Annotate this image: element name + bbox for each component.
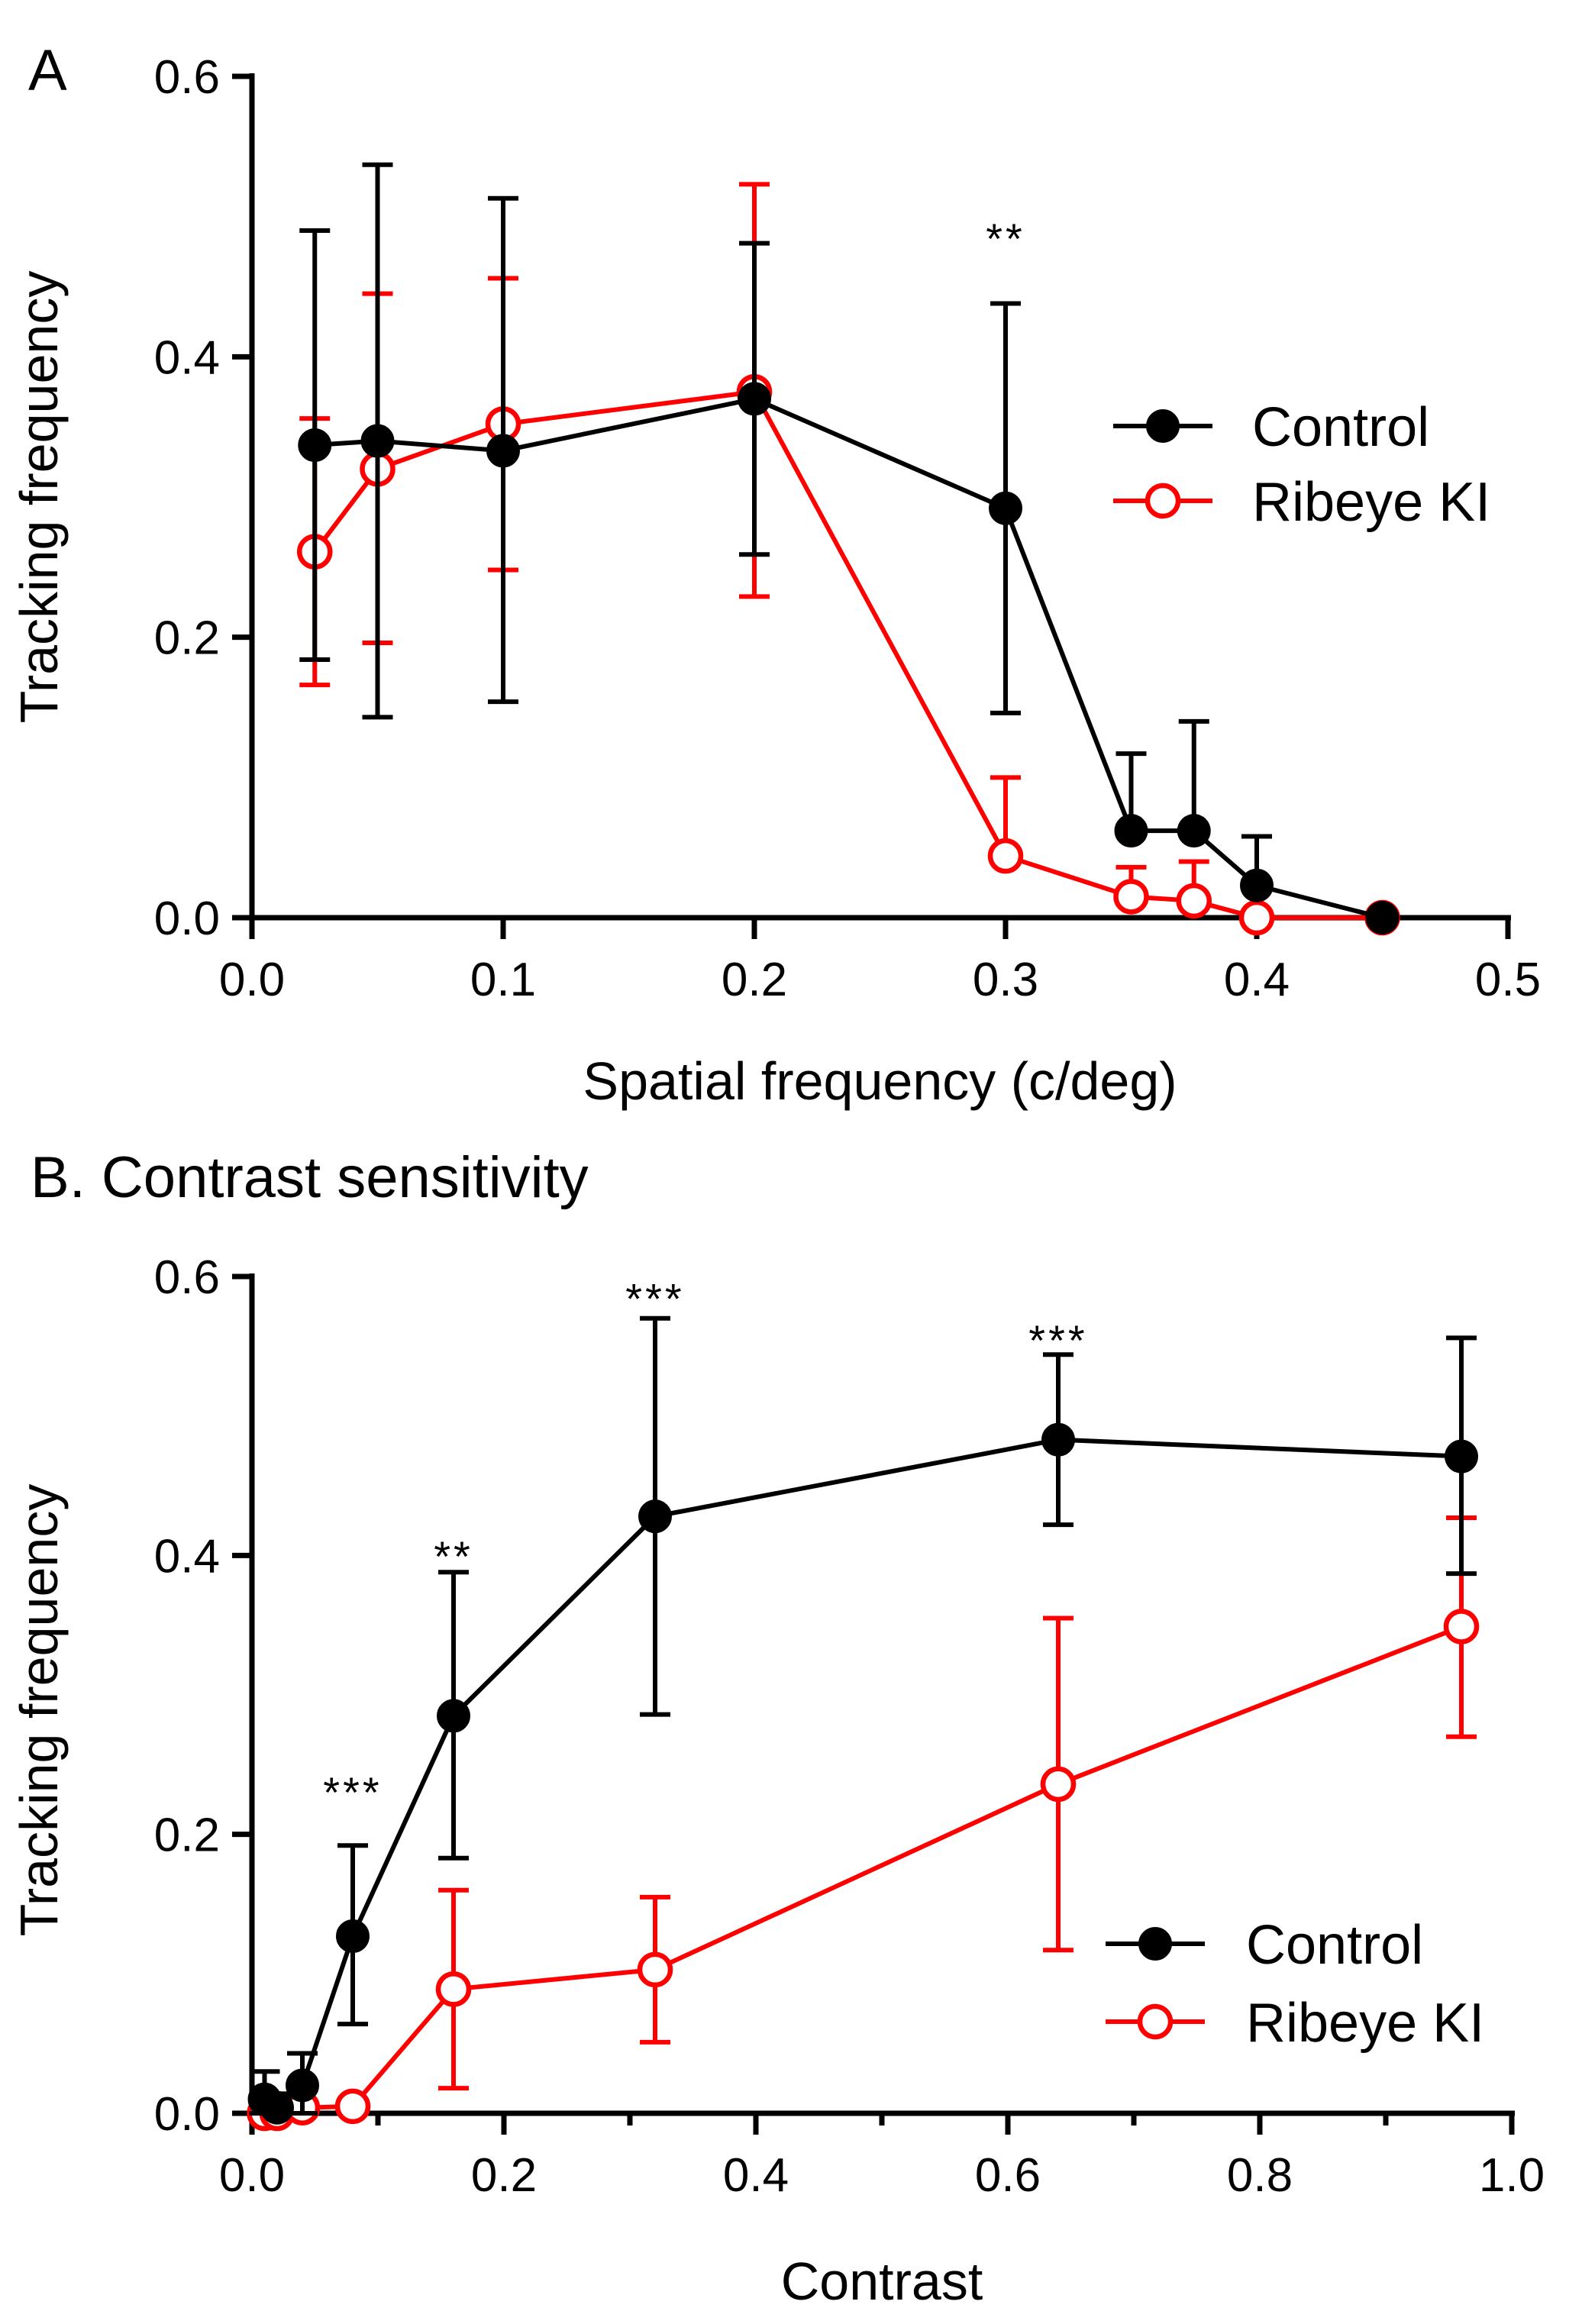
x-tick-label: 0.2 — [471, 2149, 537, 2202]
x-tick-label: 1.0 — [1479, 2149, 1545, 2202]
x-tick-label: 0.4 — [1224, 954, 1290, 1006]
data-point — [1238, 899, 1275, 936]
legend-marker — [1146, 409, 1180, 443]
y-tick-label: 0.4 — [154, 1530, 220, 1583]
legend-marker — [1137, 2003, 1174, 2040]
data-point — [637, 1951, 673, 1988]
significance-marker: *** — [1028, 1316, 1087, 1364]
series-line — [315, 396, 1383, 920]
data-point — [989, 491, 1022, 525]
x-axis-title: Contrast — [781, 2251, 983, 2311]
series-ribeye-ki — [297, 182, 1400, 936]
y-tick-label: 0.6 — [154, 1251, 220, 1304]
series-ribeye-ki — [247, 1515, 1480, 2132]
data-point — [1443, 1609, 1480, 1645]
series-control — [298, 162, 1400, 934]
data-point — [360, 424, 395, 458]
y-tick-label: 0.6 — [154, 51, 220, 104]
x-axis-title: Spatial frequency (c/deg) — [583, 1051, 1177, 1111]
data-point — [298, 428, 332, 463]
data-point — [987, 838, 1024, 874]
data-point — [437, 1699, 470, 1733]
x-tick-label: 0.3 — [973, 954, 1038, 1006]
data-point — [1445, 1439, 1478, 1473]
data-point — [1040, 1766, 1077, 1803]
panel-a-spatial-frequency-chart: A 0.0 0.2 0.4 0.6 0.0 0.1 0.2 0.3 0.4 0.5 Spatial f… — [9, 38, 1541, 1111]
legend: Control Ribeye KI — [1113, 397, 1490, 533]
x-tick-label: 0.8 — [1227, 2149, 1293, 2202]
chart-title: B. Contrast sensitivity — [31, 1145, 589, 1210]
data-point — [1176, 883, 1212, 919]
data-point — [1113, 879, 1149, 915]
y-tick-label: 0.4 — [154, 331, 220, 384]
series-line — [312, 389, 1383, 920]
y-tick-label: 0.0 — [154, 892, 220, 945]
data-point — [334, 2088, 371, 2125]
x-tick-label: 0.2 — [722, 954, 787, 1006]
legend-label: Ribeye KI — [1246, 1993, 1484, 2054]
data-point — [1365, 901, 1400, 934]
series-control — [247, 1315, 1478, 2125]
legend-marker — [1138, 1927, 1172, 1961]
data-point — [738, 382, 771, 416]
panel-b-contrast-sensitivity-chart: B. Contrast sensitivity 0.0 0.2 0.4 0.6 0.0 0.… — [9, 1145, 1545, 2311]
data-point — [336, 1919, 370, 1954]
x-tick-label: 0.5 — [1475, 954, 1541, 1006]
x-tick-label: 0.0 — [219, 2149, 285, 2202]
legend-label: Ribeye KI — [1252, 472, 1490, 533]
data-point — [1240, 868, 1274, 902]
data-point — [286, 2068, 319, 2103]
x-tick-label: 0.6 — [975, 2149, 1041, 2202]
legend-label: Control — [1252, 397, 1429, 458]
data-point — [1114, 814, 1148, 848]
significance-marker: *** — [323, 1768, 382, 1816]
y-axis-title: Tracking frequency — [9, 271, 69, 724]
data-point — [435, 1971, 472, 2007]
y-tick-label: 0.2 — [154, 1809, 220, 1862]
legend: Control Ribeye KI — [1106, 1915, 1484, 2054]
panel-label: A — [28, 38, 67, 103]
legend-marker — [1145, 483, 1181, 519]
data-point — [638, 1499, 672, 1534]
y-tick-label: 0.2 — [154, 612, 220, 665]
x-tick-label: 0.1 — [470, 954, 536, 1006]
x-tick-label: 0.0 — [219, 954, 285, 1006]
y-tick-label: 0.0 — [154, 2088, 220, 2141]
data-point — [1177, 814, 1211, 848]
data-point — [1041, 1422, 1075, 1457]
y-axis-title: Tracking frequency — [9, 1484, 69, 1937]
significance-marker: *** — [625, 1274, 684, 1322]
significance-marker: ** — [986, 215, 1025, 263]
significance-marker: ** — [434, 1532, 473, 1580]
legend-label: Control — [1246, 1915, 1423, 1976]
data-point — [486, 434, 520, 468]
data-point — [260, 2090, 294, 2125]
x-tick-label: 0.4 — [723, 2149, 789, 2202]
